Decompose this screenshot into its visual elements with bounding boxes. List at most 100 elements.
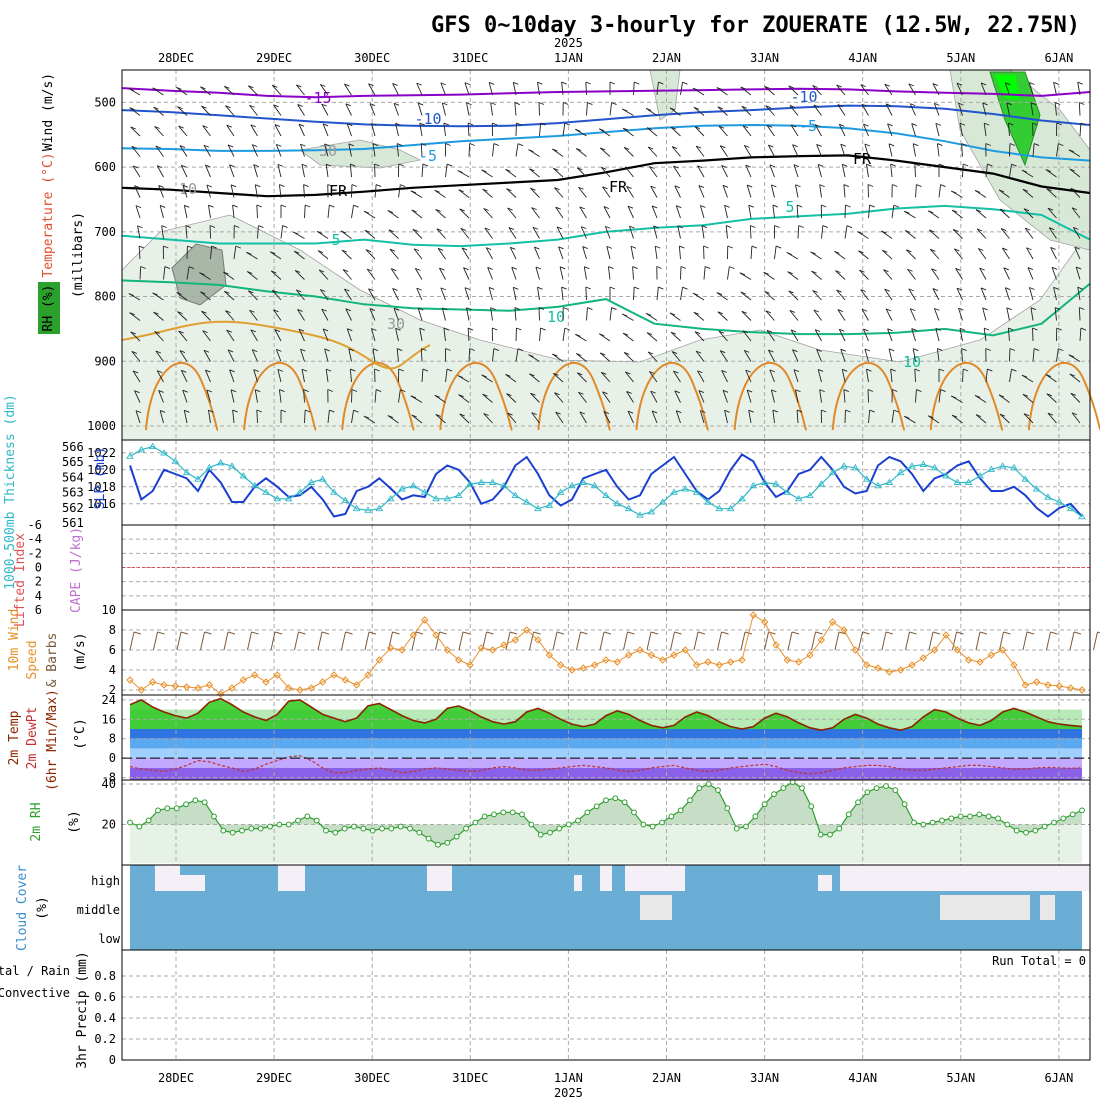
wind-barb-flag [951,209,958,213]
wind-barb [180,370,188,383]
wind-barb-flag [792,144,798,148]
ylabel-cloud-unit: (%) [35,896,50,919]
wind-barb [514,102,517,116]
wind-barb-flag [181,164,187,168]
thickness-point [783,488,792,495]
wind-barb-flag [187,245,193,249]
thickness-point [352,504,361,512]
wind-barb-flag [579,411,585,415]
wind-barb [436,228,446,239]
wind-barb-flag [884,288,890,292]
wind-barb [440,82,446,96]
wind-barb [626,391,634,403]
wind-barb-flag [883,269,889,273]
wind-barb-flag [532,226,539,230]
wind-barb [154,126,164,137]
wind-barb [512,287,517,301]
wind-barb-flag [951,414,958,418]
thickness-point [568,481,576,489]
wind-barb [764,86,775,96]
thickness-point [454,491,463,499]
dewpoint-line [129,755,1083,775]
wind-barb-10m [458,631,464,651]
wind-barb [933,103,940,116]
wind-barb [868,410,871,424]
wind-barb-flag [575,128,581,132]
wind-barb-flag [670,331,677,335]
wind-barb [254,389,258,403]
precip-frame [121,949,1091,1061]
wind-barb-flag [859,269,865,273]
wind-barb [607,266,611,280]
wind-barb-10m-flag [674,631,682,635]
wind-barb [529,168,540,178]
wind-barb-flag [209,225,216,228]
wind-barb-10m-flag [815,631,823,635]
wind-barb-flag [516,122,522,126]
wind-barb [553,167,564,178]
wind-barb [1077,82,1081,96]
thickness-line [129,445,1083,518]
wind-barb-flag [959,327,966,331]
wind-barb-flag [976,228,983,232]
wind-barb [956,288,963,301]
wind-barb-flag [413,248,420,252]
wind-barb-flag [324,143,330,147]
low-level-contour [121,320,431,370]
li-tick-label: -4 [28,532,42,546]
wind-barb-flag [421,143,427,146]
wind-barb-flag [159,410,166,413]
wind-speed-point [556,661,565,669]
wind-barb-flag [398,368,404,372]
wind-barb-flag [908,83,914,87]
rh-point [593,803,600,810]
rh-point [612,795,619,802]
wind-barb-flag [741,105,747,109]
wind-speed-point [1066,684,1075,692]
wind-barb [177,106,188,116]
wind-barb [132,165,141,178]
wind-barb-10m-flag [345,631,353,635]
wind-barb [860,84,869,96]
cloud-high-block [840,865,870,891]
wind-barb [156,370,164,383]
temperature-tick-label: 24 [102,693,116,707]
wind-barb [888,143,893,157]
wind-barb [938,389,942,403]
wind-barb-flag [369,308,376,311]
wind-barb-flag [184,204,190,208]
wind-barb-flag [846,225,853,229]
wind-barb-flag [1070,187,1076,191]
wind-barb [348,348,352,362]
wind-barb-flag [460,227,466,231]
thickness-tick-label: 564 [62,470,84,484]
rh-point [565,821,572,828]
rh-point [883,783,889,789]
ylabel-2m-rh: 2m RH [29,802,44,841]
wind-barb-flag [395,122,401,126]
wind-barb-flag [322,123,329,127]
wind-speed-point [454,656,463,664]
wind-barb-flag [392,82,398,86]
wind-barb [537,82,540,96]
wind-barb [178,125,188,137]
wind-barb [176,291,188,301]
wind-barb-flag [270,251,276,255]
wind-barb-flag [768,349,774,353]
wind-barb [673,370,681,383]
temperature-band [130,729,1082,739]
rh-point [715,787,721,794]
thickness-point [488,478,497,485]
wind-barb-flag [837,104,844,108]
wind-barb [558,246,564,260]
wind-barb [622,332,634,342]
wind-barb-flag [227,349,234,353]
wind-barb [364,229,376,239]
wind-barb-flag [603,206,610,209]
wind-barb [559,266,564,280]
wind-barb-flag [158,390,164,393]
wind-barb-flag [576,148,582,151]
wind-barb-flag [744,144,750,148]
wind-barb-flag [363,210,370,214]
rh-point [257,825,264,832]
